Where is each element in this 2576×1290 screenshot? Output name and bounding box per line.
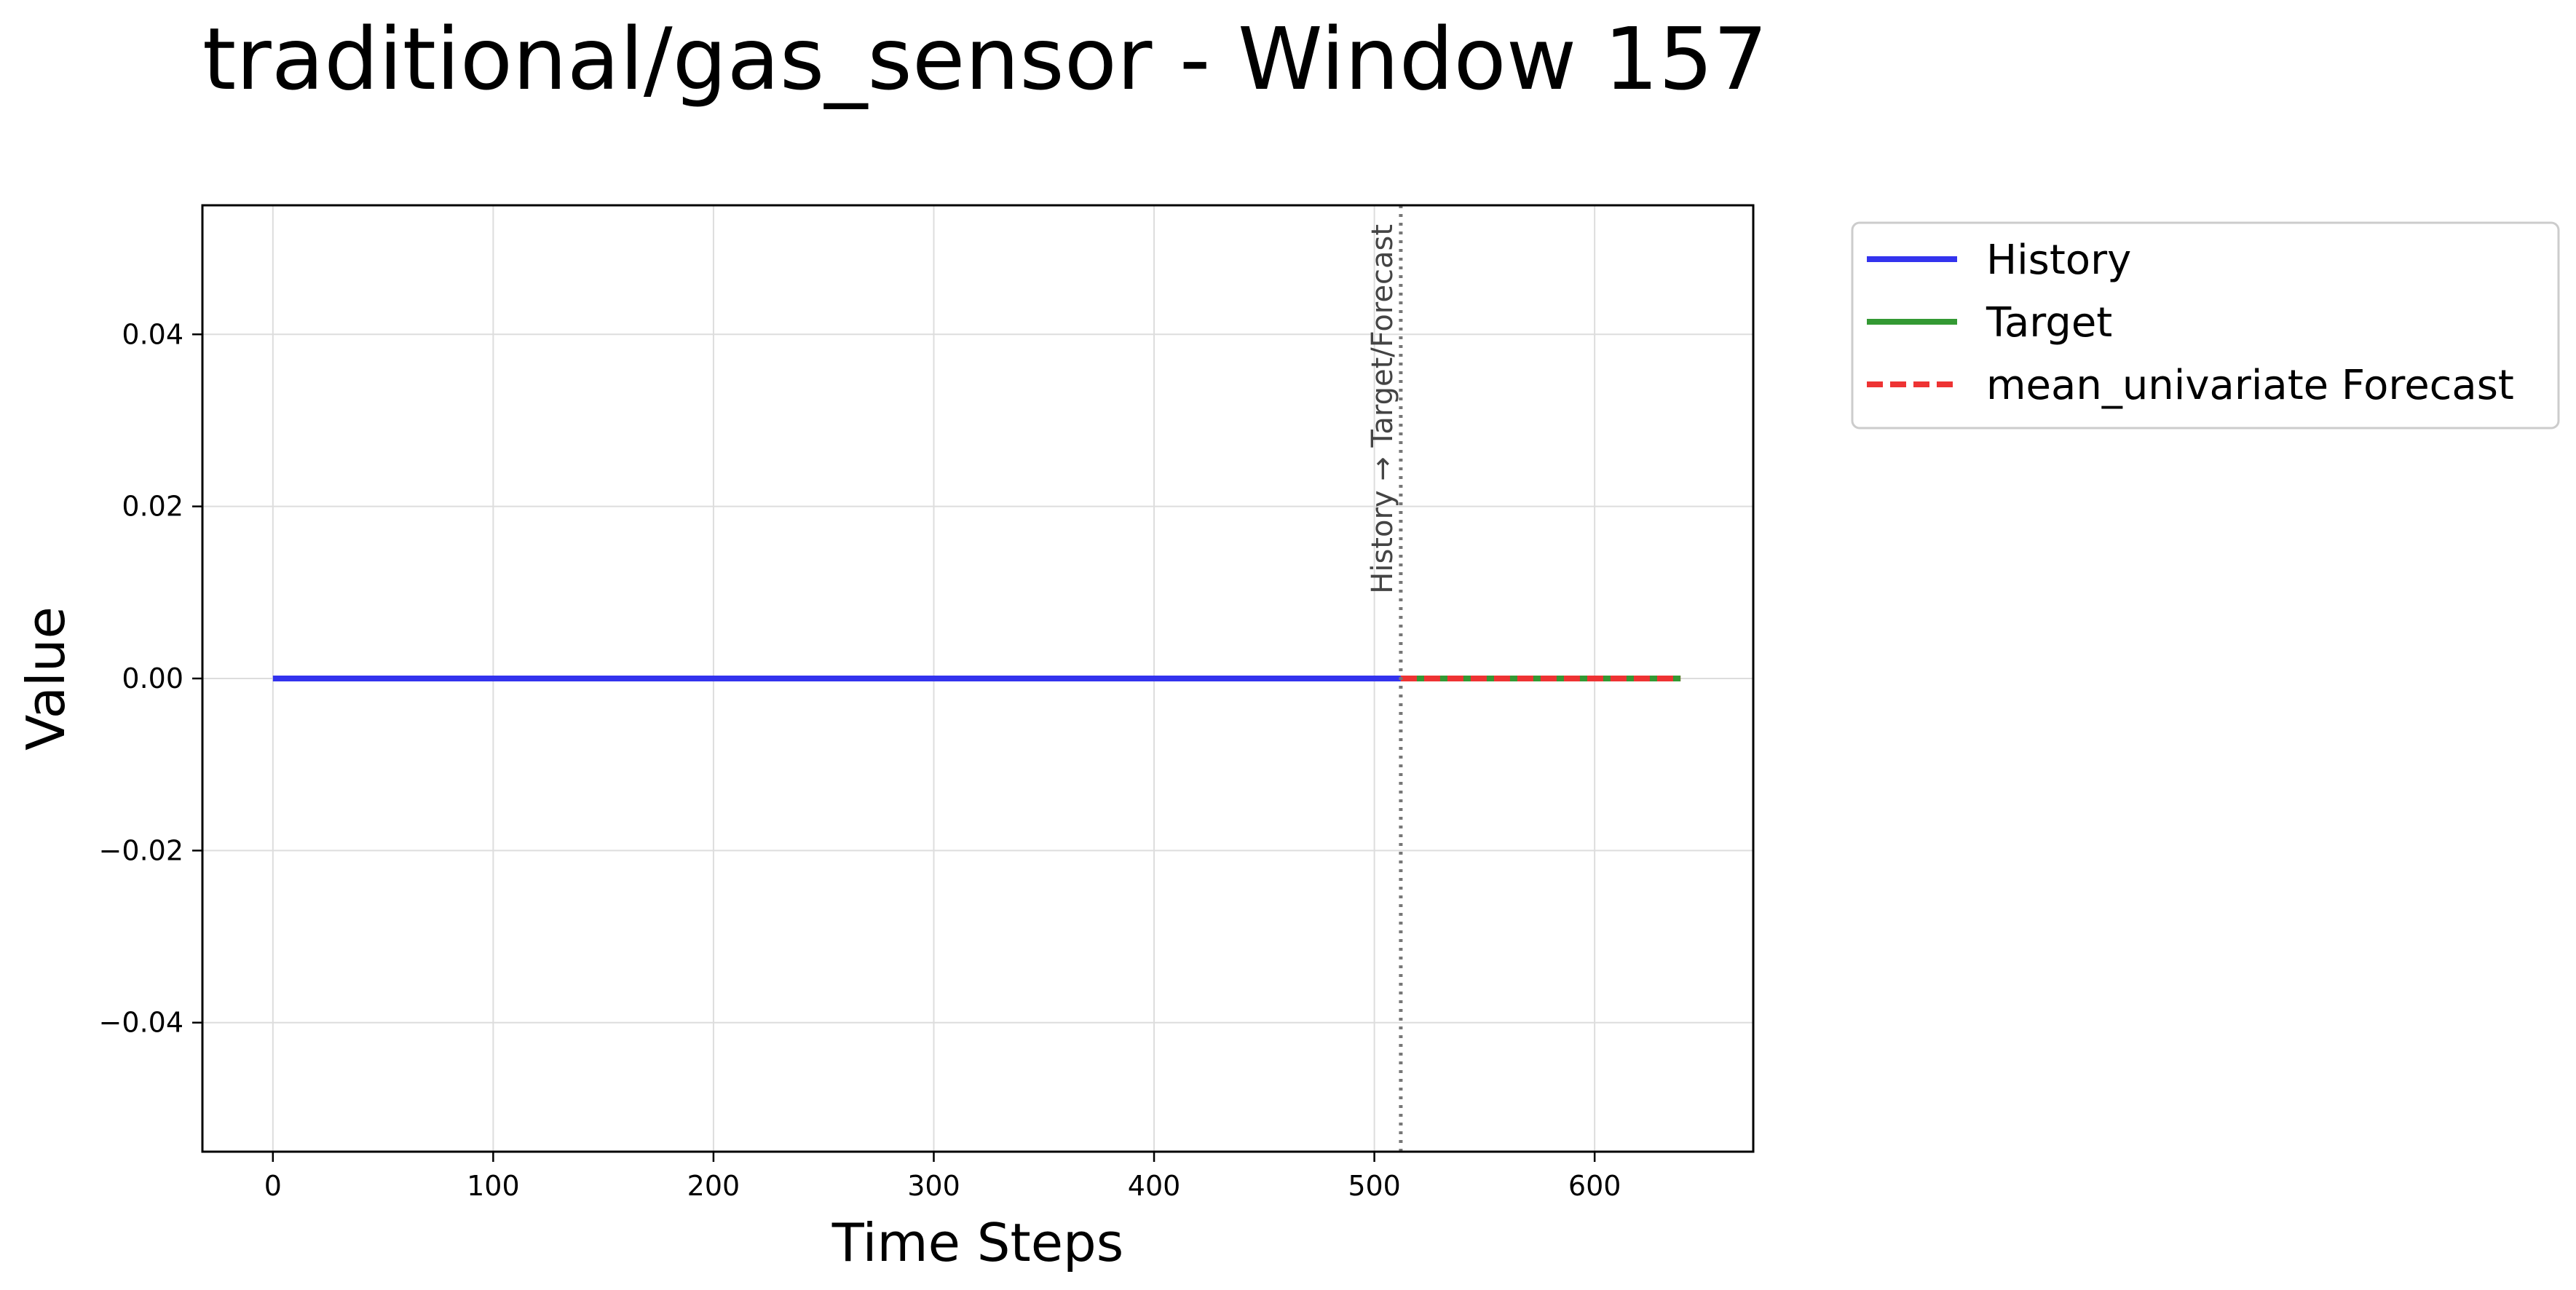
y-axis-title: Value	[15, 606, 76, 751]
chart-title: traditional/gas_sensor - Window 157	[202, 9, 1768, 109]
x-tick-label: 400	[1128, 1170, 1181, 1202]
x-tick-label: 500	[1348, 1170, 1401, 1202]
legend-label: mean_univariate Forecast	[1986, 362, 2514, 409]
x-tick-label: 100	[467, 1170, 520, 1202]
x-tick-label: 0	[264, 1170, 282, 1202]
annotation-layer: History → Target/Forecast	[1366, 205, 1403, 1152]
y-tick-label: 0.04	[122, 318, 183, 350]
y-tick-label: 0.00	[122, 662, 183, 695]
y-tick-label: −0.02	[99, 834, 183, 866]
legend-label: History	[1986, 237, 2131, 284]
ticks: 0 100 200 300 400 500 600 0.04 0.02 0.00 −0.02 −0.0…	[99, 318, 1621, 1202]
x-tick-label: 200	[687, 1170, 740, 1202]
y-tick-label: −0.04	[99, 1007, 183, 1039]
legend-box	[1851, 221, 2560, 430]
x-axis-title: Time Steps	[831, 1212, 1124, 1273]
divider-label: History → Target/Forecast	[1366, 224, 1399, 594]
x-tick-label: 300	[907, 1170, 960, 1202]
x-tick-label: 600	[1568, 1170, 1621, 1202]
legend-label: Target	[1986, 299, 2112, 347]
legend: History Target mean_univariate Forecast	[1851, 221, 2560, 430]
y-tick-label: 0.02	[122, 491, 183, 523]
